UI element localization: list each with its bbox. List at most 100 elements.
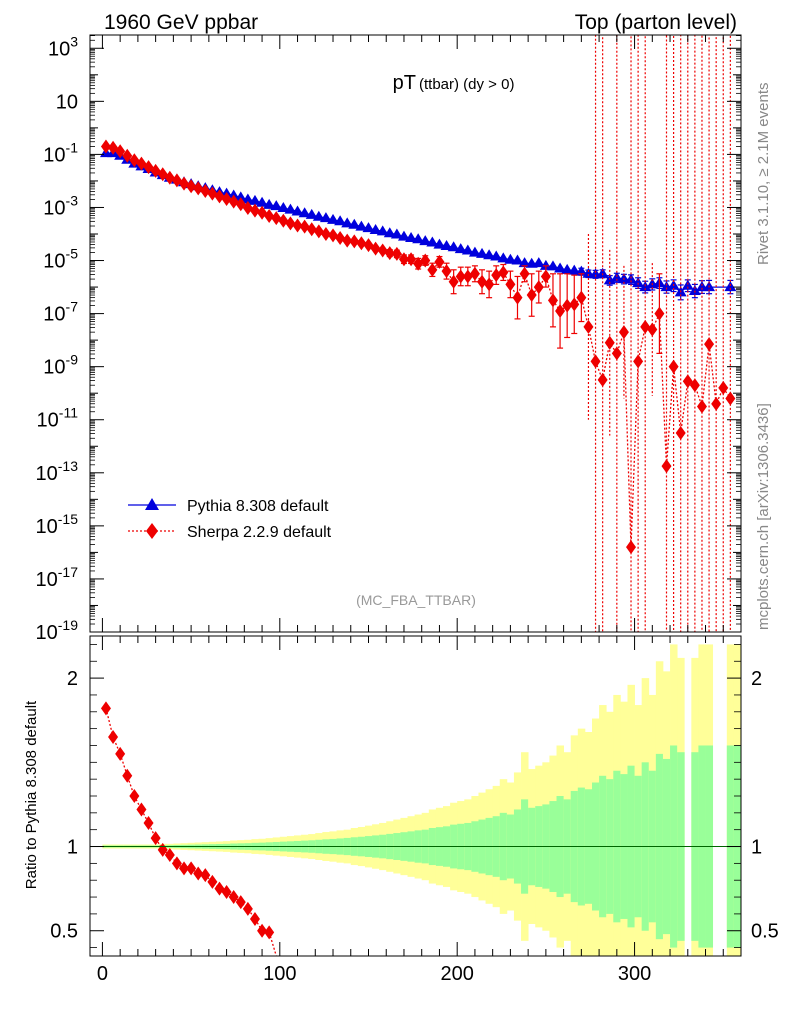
data-point-sherpa: [193, 181, 204, 196]
data-point-sherpa: [122, 148, 133, 163]
data-point-pythia: [263, 198, 276, 209]
data-point-sherpa: [498, 265, 509, 280]
data-point-sherpa: [583, 319, 594, 334]
data-point-sherpa: [349, 234, 360, 249]
data-point-sherpa: [725, 391, 736, 406]
ratio-x-tick-label: 0: [97, 963, 108, 985]
data-point-sherpa: [711, 396, 722, 411]
data-point-sherpa: [597, 372, 608, 387]
data-point-pythia: [291, 205, 304, 216]
main-title-sub: (ttbar) (dy > 0): [419, 76, 514, 93]
data-point-pythia: [390, 228, 403, 239]
data-point-sherpa: [249, 203, 260, 218]
data-point-sherpa: [328, 228, 339, 243]
data-point-sherpa: [448, 274, 459, 289]
data-point-pythia: [632, 277, 645, 288]
ratio-y-tick-label: 1: [67, 837, 78, 859]
ratio-y-tick-label-right: 2: [751, 668, 762, 690]
data-point-sherpa: [264, 208, 275, 223]
ratio-point-sherpa: [242, 901, 253, 916]
main-y-tick-label: 103: [48, 33, 78, 60]
legend-label-0: Pythia 8.308 default: [187, 498, 329, 515]
ratio-point-sherpa: [257, 923, 268, 938]
data-point-pythia: [362, 222, 375, 233]
data-point-sherpa: [533, 280, 544, 295]
data-point-sherpa: [292, 218, 303, 233]
data-point-sherpa: [420, 253, 431, 268]
main-panel: 103 10 10-1 10-3 10-5 10-7 10-9 10-11 10-13 10-15…: [36, 33, 742, 644]
ratio-x-tick-label: 300: [618, 963, 651, 985]
main-y-tick-label: 10-11: [37, 405, 79, 432]
ratio-point-sherpa: [143, 815, 154, 830]
data-point-sherpa: [299, 219, 310, 234]
side-label-top: Rivet 3.1.10, ≥ 2.1M events: [755, 83, 772, 266]
data-point-pythia: [369, 224, 382, 235]
ratio-point-sherpa: [207, 874, 218, 889]
data-point-sherpa: [406, 252, 417, 267]
data-point-pythia: [568, 264, 581, 275]
data-point-pythia: [419, 235, 432, 246]
data-point-sherpa: [242, 200, 253, 215]
data-point-pythia: [227, 189, 240, 200]
data-point-sherpa: [278, 213, 289, 228]
data-point-sherpa: [391, 246, 402, 261]
data-point-pythia: [454, 243, 467, 254]
data-point-sherpa: [100, 139, 111, 154]
data-point-sherpa: [654, 306, 665, 321]
data-point-pythia: [312, 210, 325, 221]
data-point-sherpa: [519, 266, 530, 281]
ratio-point-sherpa: [193, 866, 204, 881]
data-point-sherpa: [647, 322, 658, 337]
data-point-pythia: [298, 207, 311, 218]
data-point-sherpa: [384, 246, 395, 261]
data-point-pythia: [270, 200, 283, 211]
data-point-sherpa: [484, 277, 495, 292]
data-point-sherpa: [306, 222, 317, 237]
data-point-sherpa: [427, 262, 438, 277]
data-point-sherpa: [576, 290, 587, 305]
data-point-sherpa: [228, 194, 239, 209]
data-point-sherpa: [370, 241, 381, 256]
main-y-tick-label: 10-17: [36, 564, 79, 591]
data-point-sherpa: [505, 277, 516, 292]
data-point-pythia: [724, 281, 737, 292]
data-point-pythia: [596, 267, 609, 278]
data-point-sherpa: [569, 297, 580, 312]
main-y-tick-label: 10-9: [43, 352, 78, 379]
data-point-sherpa: [512, 290, 523, 305]
data-point-sherpa: [477, 274, 488, 289]
data-point-sherpa: [640, 319, 651, 334]
main-title: pT: [393, 72, 416, 94]
data-point-sherpa: [434, 254, 445, 269]
ratio-y-axis-label: Ratio to Pythia 8.308 default: [23, 700, 40, 889]
ratio-panel: 0.5 0.5 1 1 2 2 0 100 200 300 Ratio to Pythia 8.3…: [23, 635, 779, 985]
main-y-tick-label: 10-1: [43, 139, 78, 166]
data-point-sherpa: [441, 264, 452, 279]
data-point-pythia: [497, 252, 510, 263]
data-point-pythia: [688, 285, 701, 296]
main-y-tick-label: 10-19: [36, 617, 79, 644]
header-left: 1960 GeV ppbar: [104, 11, 258, 34]
data-point-pythia: [433, 238, 446, 249]
ratio-point-sherpa: [200, 868, 211, 883]
data-point-pythia: [327, 213, 340, 224]
data-point-pythia: [256, 196, 269, 207]
ratio-y-tick-label-right: 1: [751, 837, 762, 859]
data-point-sherpa: [668, 359, 679, 374]
data-point-sherpa: [661, 459, 672, 474]
ratio-point-sherpa: [100, 701, 111, 716]
ratio-point-sherpa: [115, 746, 126, 761]
main-frame: [89, 34, 742, 633]
data-point-pythia: [348, 218, 361, 229]
data-point-sherpa: [469, 266, 480, 281]
data-point-sherpa: [221, 191, 232, 206]
data-point-pythia: [334, 215, 347, 226]
data-point-sherpa: [200, 184, 211, 199]
ratio-point-sherpa: [235, 895, 246, 910]
data-point-pythia: [440, 239, 453, 250]
ratio-y-tick-label-right: 0.5: [751, 921, 779, 943]
ratio-point-sherpa: [108, 730, 119, 745]
data-point-sherpa: [689, 378, 700, 393]
main-y-tick-label: 10-5: [43, 246, 78, 273]
